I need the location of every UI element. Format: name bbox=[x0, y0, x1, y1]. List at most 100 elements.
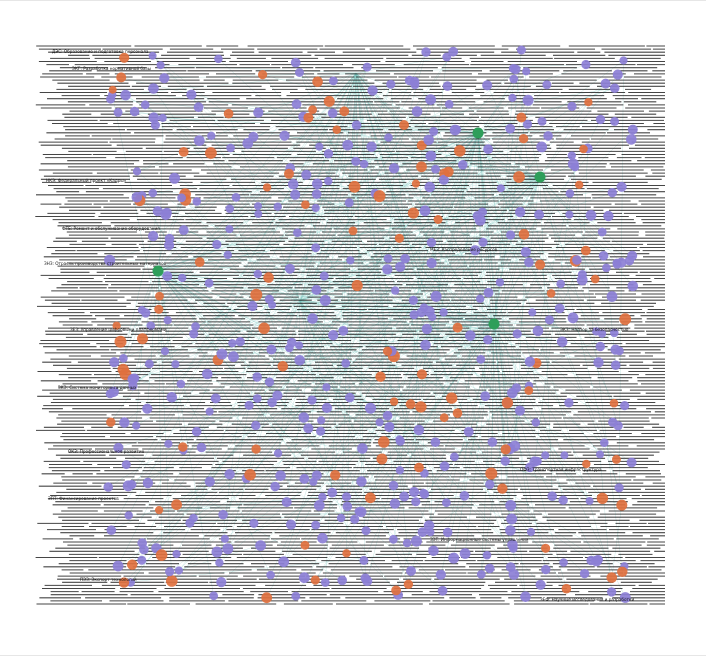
hub-node bbox=[472, 127, 484, 139]
category-node bbox=[497, 483, 508, 494]
concept-node bbox=[597, 329, 607, 338]
concept-node bbox=[409, 310, 419, 320]
category-node bbox=[127, 559, 138, 570]
concept-node bbox=[320, 578, 330, 587]
concept-node bbox=[444, 99, 454, 109]
concept-node bbox=[298, 572, 310, 584]
concept-node bbox=[145, 359, 154, 369]
concept-node bbox=[614, 483, 624, 493]
node-label: ЗЕЗ: Управление цифровыми платформами bbox=[70, 327, 167, 332]
category-node bbox=[399, 120, 409, 130]
concept-node bbox=[567, 101, 577, 111]
concept-node bbox=[141, 308, 151, 318]
concept-node bbox=[626, 457, 637, 468]
concept-node bbox=[607, 188, 617, 198]
concept-node bbox=[400, 253, 410, 264]
concept-node bbox=[254, 202, 262, 211]
concept-node bbox=[317, 416, 326, 425]
concept-node bbox=[209, 591, 219, 601]
concept-node bbox=[421, 323, 433, 335]
category-node bbox=[524, 386, 534, 395]
concept-node bbox=[291, 591, 301, 601]
concept-node bbox=[191, 322, 200, 331]
concept-node bbox=[307, 395, 317, 405]
concept-node bbox=[526, 527, 536, 537]
category-node bbox=[205, 147, 217, 159]
concept-node bbox=[252, 372, 262, 382]
concept-node bbox=[367, 85, 378, 96]
concept-node bbox=[291, 99, 302, 110]
concept-node bbox=[215, 558, 224, 567]
category-node bbox=[500, 444, 511, 455]
concept-node bbox=[127, 373, 139, 385]
concept-node bbox=[476, 354, 486, 364]
concept-node bbox=[411, 497, 421, 507]
category-node bbox=[378, 436, 390, 448]
concept-node bbox=[224, 469, 235, 480]
concept-node bbox=[593, 554, 603, 565]
concept-node bbox=[158, 113, 167, 122]
concept-node bbox=[341, 492, 352, 502]
concept-node bbox=[212, 239, 222, 250]
category-node bbox=[596, 492, 609, 504]
concept-node bbox=[534, 209, 545, 220]
concept-node bbox=[522, 119, 533, 129]
category-node bbox=[416, 369, 427, 380]
concept-node bbox=[231, 193, 241, 202]
concept-node bbox=[311, 284, 322, 295]
category-node bbox=[365, 492, 376, 504]
concept-node bbox=[610, 328, 619, 338]
concept-node bbox=[458, 160, 468, 170]
concept-node bbox=[328, 330, 339, 341]
concept-node bbox=[124, 511, 133, 520]
concept-node bbox=[108, 386, 119, 398]
node-label: ЗКЭ: Система мониторинга данных bbox=[58, 385, 137, 390]
concept-node bbox=[478, 207, 487, 217]
concept-node bbox=[337, 575, 348, 586]
concept-node bbox=[547, 491, 557, 502]
category-node bbox=[619, 313, 632, 326]
concept-node bbox=[600, 438, 609, 448]
concept-node bbox=[554, 303, 565, 314]
concept-node bbox=[541, 451, 550, 460]
concept-node bbox=[609, 83, 620, 93]
concept-node bbox=[351, 156, 361, 166]
concept-node bbox=[137, 555, 147, 565]
category-node bbox=[501, 397, 514, 409]
concept-node bbox=[508, 93, 517, 102]
concept-node bbox=[298, 412, 310, 423]
concept-node bbox=[627, 250, 638, 261]
concept-node bbox=[606, 291, 618, 302]
concept-node bbox=[264, 377, 275, 387]
concept-node bbox=[119, 354, 128, 363]
concept-node bbox=[299, 473, 310, 484]
category-node bbox=[376, 453, 388, 465]
concept-node bbox=[505, 123, 516, 134]
concept-node bbox=[309, 477, 318, 486]
concept-node bbox=[586, 555, 596, 566]
concept-node bbox=[389, 534, 398, 544]
concept-node bbox=[406, 566, 416, 576]
concept-node bbox=[383, 254, 393, 263]
concept-node bbox=[252, 394, 262, 403]
concept-node bbox=[178, 225, 189, 236]
concept-node bbox=[294, 355, 306, 366]
concept-node bbox=[247, 300, 258, 312]
concept-node bbox=[615, 346, 624, 356]
category-node bbox=[303, 112, 314, 123]
concept-node bbox=[327, 108, 338, 118]
node-label: ПЭЗ: Экспорт технологий bbox=[80, 577, 137, 582]
node-label: ЗЭТ: Информационные системы управления bbox=[430, 537, 529, 542]
concept-node bbox=[532, 325, 544, 337]
concept-node bbox=[216, 348, 228, 360]
concept-node bbox=[536, 141, 548, 153]
concept-node bbox=[429, 127, 439, 136]
concept-node bbox=[327, 487, 338, 498]
concept-node bbox=[360, 573, 371, 583]
concept-node bbox=[361, 526, 371, 536]
concept-node bbox=[399, 491, 410, 502]
category-node bbox=[244, 469, 256, 481]
concept-node bbox=[350, 514, 360, 524]
category-node bbox=[617, 566, 628, 577]
